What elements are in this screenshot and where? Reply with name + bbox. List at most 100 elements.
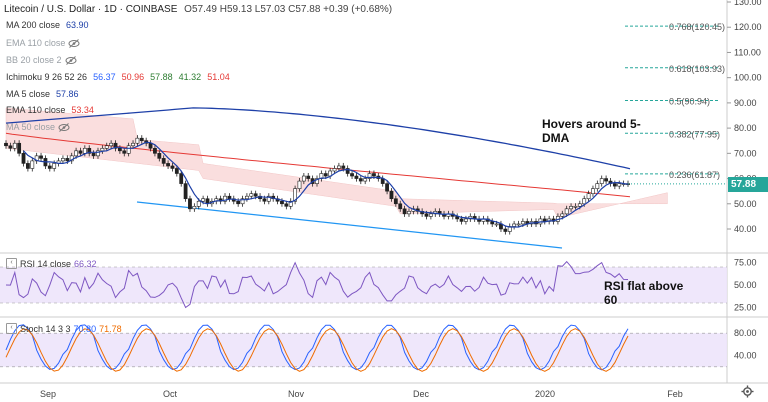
candle-body: [520, 221, 525, 225]
ma200-line: [5, 107, 631, 170]
ichimoku-value: 41.32: [178, 72, 202, 82]
candle-body: [201, 198, 206, 202]
candle: [345, 165, 350, 177]
candle-body: [223, 195, 227, 202]
candle: [293, 185, 297, 205]
candle-body: [586, 193, 591, 200]
price-tick-label: 40.00: [734, 224, 757, 234]
ichimoku-value: 51.04: [207, 72, 230, 82]
candle-body: [188, 198, 192, 210]
legend-label: EMA 110 close: [6, 38, 66, 48]
candle-body: [332, 168, 337, 172]
candle-body: [12, 142, 17, 149]
candle-body: [490, 221, 495, 225]
candle: [398, 200, 403, 212]
candle-body: [512, 223, 517, 227]
candle: [205, 195, 210, 207]
legend-item[interactable]: Ichimoku 9 26 52 26 56.37 50.96 57.88 41.32 5…: [6, 72, 230, 82]
legend-item[interactable]: MA 200 close 63.90: [6, 20, 89, 30]
fib-level-label: 0.236(61.87): [669, 170, 720, 180]
price-tick-label: 80.00: [734, 123, 757, 133]
rsi-legend: ‹ RSI 14 close 66.32: [6, 258, 97, 269]
ichimoku-cloud: [5, 107, 668, 219]
candle: [358, 175, 363, 185]
legend-label: MA 5 close: [6, 89, 51, 99]
candle: [608, 178, 613, 187]
candle: [507, 223, 512, 235]
chart-header: Litecoin / U.S. Dollar · 1D · COINBASE O…: [4, 4, 392, 15]
candle: [380, 175, 385, 187]
rsi-tick-label: 50.00: [734, 280, 757, 290]
candle-body: [30, 160, 35, 169]
price-tick-label: 100.00: [734, 73, 762, 83]
candle-body: [262, 198, 267, 202]
eye-hidden-icon[interactable]: [68, 39, 80, 48]
candle: [8, 142, 13, 152]
candle-body: [564, 208, 569, 215]
candle: [306, 173, 311, 182]
legend-label: BB 20 close 2: [6, 55, 62, 65]
candle-body: [4, 142, 8, 147]
candle: [389, 188, 394, 202]
candle: [481, 215, 486, 225]
eye-hidden-icon[interactable]: [58, 123, 70, 132]
candle-body: [402, 208, 407, 215]
eye-hidden-icon[interactable]: [65, 56, 77, 65]
candle: [26, 160, 30, 172]
candle-body: [367, 173, 372, 179]
candle-body: [74, 150, 78, 157]
candle-body: [113, 142, 118, 149]
candle-body: [96, 150, 100, 157]
price-tick-label: 90.00: [734, 98, 757, 108]
candle-body: [8, 145, 13, 149]
candle: [503, 225, 508, 235]
fib-level-label: 0.768(120.45): [669, 22, 725, 32]
candle-body: [341, 165, 346, 169]
candle-body: [582, 198, 587, 205]
legend-item[interactable]: MA 5 close 57.86: [6, 89, 79, 99]
candle: [117, 145, 122, 154]
stoch-band: [0, 333, 727, 367]
candle: [393, 195, 398, 207]
candle-body: [428, 213, 433, 217]
candle-body: [280, 200, 284, 205]
legend-item[interactable]: MA 50 close: [6, 122, 70, 132]
candle-body: [166, 163, 170, 167]
candle: [569, 203, 573, 212]
legend-item[interactable]: EMA 110 close 53.34: [6, 105, 94, 115]
candle: [595, 180, 600, 192]
candle: [612, 180, 617, 190]
candle: [157, 150, 162, 162]
candle: [161, 155, 166, 167]
candle-body: [516, 223, 521, 226]
candle: [337, 162, 341, 172]
candle-body: [337, 165, 341, 169]
candle-body: [148, 142, 153, 149]
candle-body: [266, 195, 271, 202]
candle: [30, 157, 35, 172]
collapse-icon[interactable]: ‹: [6, 258, 17, 269]
ichimoku-value: 57.88: [150, 72, 173, 82]
collapse-icon[interactable]: ‹: [6, 323, 17, 334]
trend-line: [136, 201, 563, 249]
candle-body: [284, 203, 289, 207]
candle-body: [323, 173, 328, 177]
gear-icon[interactable]: [741, 385, 754, 398]
candle: [179, 170, 184, 187]
legend-item[interactable]: BB 20 close 2: [6, 55, 77, 65]
candle-body: [253, 193, 258, 197]
candle-body: [126, 145, 131, 154]
candle: [135, 135, 140, 147]
legend-item[interactable]: EMA 110 close: [6, 38, 80, 48]
x-axis-label: Dec: [413, 389, 430, 399]
candle: [240, 195, 245, 207]
ohlc-readout: O57.49 H59.13 L57.03 C57.88 +0.39 (+0.68…: [184, 4, 393, 15]
candle: [34, 152, 39, 164]
candle: [586, 190, 591, 202]
candle: [542, 215, 547, 225]
candle: [407, 208, 411, 217]
candle: [4, 140, 8, 149]
candle: [153, 145, 157, 157]
candle-body: [21, 153, 26, 164]
